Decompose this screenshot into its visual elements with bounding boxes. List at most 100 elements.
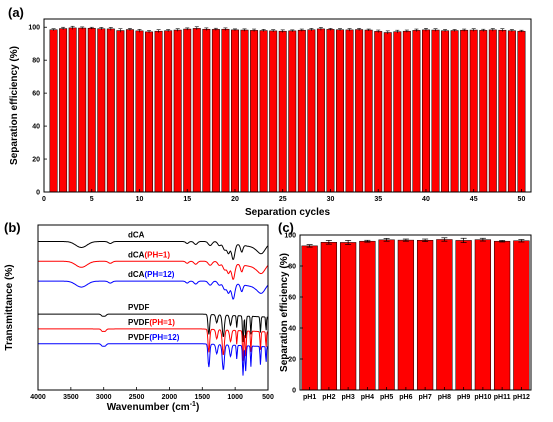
- bar-cycle-20: [231, 29, 239, 193]
- y-tick-label-40: 40: [32, 124, 40, 131]
- x-tick-label-40: 40: [422, 196, 430, 203]
- bar-cycle-16: [192, 28, 201, 193]
- panel-b-frame: [37, 224, 269, 391]
- x-tick-label-35: 35: [374, 196, 382, 203]
- panel-c-y-axis-label: Separation efficiency (%): [279, 253, 290, 372]
- bar-pH2: [320, 242, 338, 391]
- x-tick-label-5: 5: [90, 196, 94, 203]
- bar-pH9: [455, 240, 472, 391]
- bar-cycle-4: [78, 27, 87, 193]
- bar-pH7: [416, 240, 434, 391]
- ftir-x-tick-label-500: 500: [262, 394, 274, 401]
- x-axis-label-superscript: -1: [190, 401, 196, 408]
- bar-cycle-33: [355, 29, 364, 193]
- spectrum-line-3: [38, 280, 269, 300]
- spectrum-label-5: PVDF(PH=1): [128, 318, 175, 327]
- c-y-tick-label-40: 40: [288, 326, 296, 333]
- bar-cycle-45: [469, 29, 478, 193]
- panel-c-frame: [299, 234, 532, 391]
- x-tick-label-pH3: pH3: [342, 394, 355, 401]
- bar-cycle-34: [364, 29, 373, 193]
- bar-cycle-8: [116, 30, 125, 193]
- bar-cycle-11: [145, 31, 154, 193]
- bar-cycle-50: [517, 30, 526, 193]
- bar-cycle-37: [393, 31, 402, 193]
- spectrum-label-part-3-1: (PH=12): [144, 270, 174, 279]
- bar-cycle-19: [221, 28, 230, 193]
- bar-cycle-14: [173, 29, 182, 193]
- spectrum-line-2: [38, 260, 269, 280]
- bar-cycle-13: [164, 30, 173, 193]
- spectrum-line-4: [38, 313, 268, 343]
- spectrum-line-1: [38, 241, 269, 261]
- spectrum-label-part-6-1: (PH=12): [149, 333, 179, 342]
- x-tick-label-pH10: pH10: [474, 394, 491, 401]
- x-tick-label-45: 45: [470, 196, 478, 203]
- bar-cycle-42: [441, 30, 450, 193]
- x-tick-label-10: 10: [136, 196, 144, 203]
- c-y-tick-label-20: 20: [288, 357, 296, 364]
- bar-cycle-29: [316, 28, 325, 193]
- bar-cycle-3: [68, 27, 77, 193]
- bar-cycle-12: [154, 30, 163, 193]
- y-tick-label-0: 0: [36, 190, 40, 197]
- ftir-x-tick-label-1500: 1500: [194, 394, 210, 401]
- spectrum-label-part-1-0: dCA: [128, 231, 145, 240]
- panel-a-y-axis-label: Separation efficiency (%): [9, 46, 20, 165]
- bar-cycle-41: [431, 29, 440, 193]
- spectrum-label-part-2-1: (PH=1): [144, 250, 170, 259]
- bar-cycle-10: [135, 30, 144, 193]
- panel-b-x-axis-label: Wavenumber (cm-1): [107, 401, 200, 413]
- c-y-tick-label-100: 100: [284, 233, 296, 240]
- x-axis-label-main: Wavenumber (cm: [107, 402, 190, 413]
- x-tick-label-pH6: pH6: [399, 394, 412, 401]
- ftir-x-tick-label-1000: 1000: [227, 394, 243, 401]
- spectrum-label-part-4-0: PVDF: [128, 303, 149, 312]
- panel-a-frame: [43, 18, 532, 193]
- bar-cycle-28: [307, 29, 316, 193]
- bar-cycle-22: [250, 30, 259, 193]
- spectrum-label-part-5-0: PVDF: [128, 318, 149, 327]
- bar-cycle-35: [374, 31, 383, 193]
- ftir-x-tick-label-3000: 3000: [96, 394, 112, 401]
- spectrum-label-part-3-0: dCA: [128, 270, 145, 279]
- bar-cycle-1: [49, 29, 58, 193]
- ftir-x-tick-label-4000: 4000: [30, 394, 46, 401]
- x-tick-label-pH5: pH5: [380, 394, 393, 401]
- bar-cycle-18: [211, 29, 220, 193]
- spectrum-label-part-6-0: PVDF: [128, 333, 149, 342]
- bar-pH6: [397, 239, 415, 391]
- x-axis-label-close: ): [196, 402, 199, 413]
- panel-c-label: (c): [278, 220, 294, 235]
- panel-b-label: (b): [4, 220, 21, 235]
- bar-pH8: [436, 239, 453, 391]
- bar-cycle-6: [97, 28, 106, 193]
- bar-cycle-23: [259, 30, 268, 193]
- x-tick-label-20: 20: [231, 196, 239, 203]
- spectrum-line-6: [38, 343, 268, 376]
- spectrum-label-4: PVDF: [128, 303, 149, 312]
- bar-cycle-40: [421, 29, 430, 193]
- spectrum-label-part-5-1: (PH=1): [149, 318, 175, 327]
- bar-pH12: [513, 240, 530, 391]
- y-tick-label-80: 80: [32, 58, 40, 65]
- bar-cycle-47: [488, 29, 497, 193]
- y-tick-label-20: 20: [32, 157, 40, 164]
- x-tick-label-pH12: pH12: [513, 394, 530, 401]
- bar-cycle-2: [59, 28, 68, 193]
- bar-cycle-49: [507, 30, 516, 193]
- bar-cycle-25: [278, 30, 287, 193]
- bar-cycle-15: [183, 28, 192, 193]
- c-y-tick-label-60: 60: [288, 295, 296, 302]
- bar-cycle-9: [125, 29, 134, 193]
- c-y-tick-label-80: 80: [288, 264, 296, 271]
- x-tick-label-15: 15: [183, 196, 191, 203]
- bar-cycle-21: [240, 29, 249, 193]
- bar-cycle-30: [326, 29, 335, 193]
- bar-cycle-46: [479, 30, 488, 193]
- x-tick-label-50: 50: [518, 196, 526, 203]
- bar-pH1: [301, 245, 318, 391]
- ftir-x-tick-label-2500: 2500: [129, 394, 145, 401]
- bar-cycle-32: [345, 29, 354, 193]
